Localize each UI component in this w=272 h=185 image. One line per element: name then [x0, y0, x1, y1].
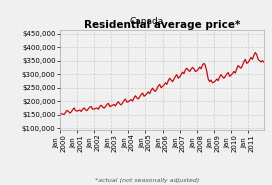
Text: *actual (not seasonally adjusted): *actual (not seasonally adjusted) [95, 178, 199, 183]
Text: Canada: Canada [130, 17, 164, 26]
Title: Residential average price*: Residential average price* [84, 20, 240, 30]
